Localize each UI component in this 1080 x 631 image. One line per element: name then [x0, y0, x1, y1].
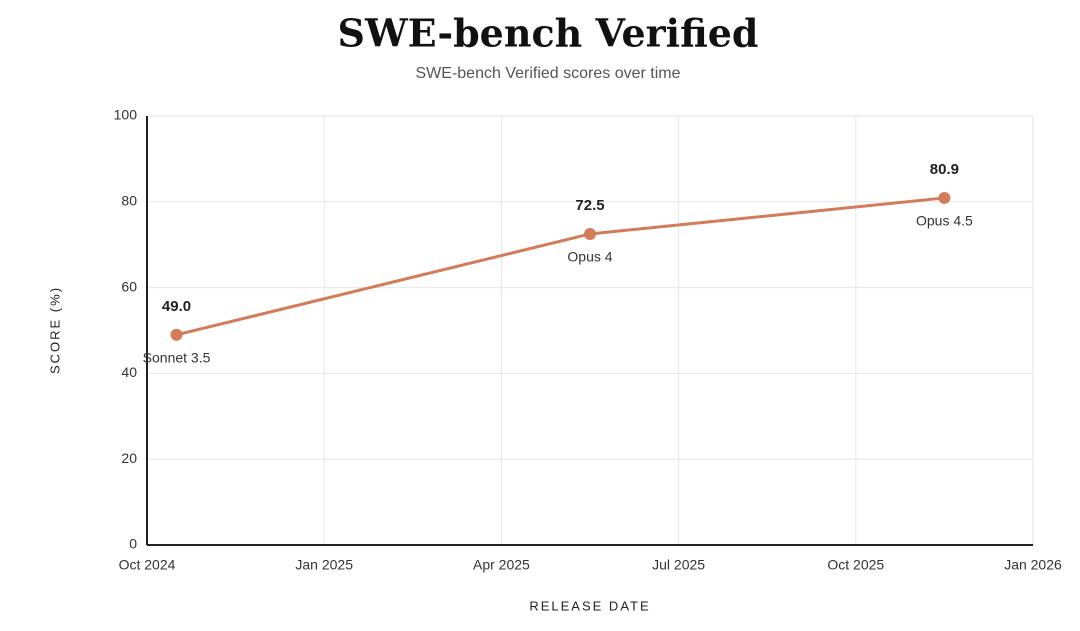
y-axis-label: SCORE (%) [47, 286, 62, 374]
value-label: 72.5 [575, 197, 604, 214]
point-label: Opus 4 [567, 249, 612, 265]
y-tick-label: 60 [121, 278, 137, 294]
point [938, 191, 951, 204]
x-tick-label: Apr 2025 [473, 557, 530, 573]
x-axis-label: RELEASE DATE [529, 598, 650, 613]
line [176, 196, 945, 337]
x-tick-label: Jan 2026 [1004, 557, 1062, 573]
y-tick-label: 100 [114, 107, 138, 123]
y-tick-label: 0 [129, 536, 137, 552]
y-tick-label: 80 [121, 193, 137, 209]
point-label: Opus 4.5 [916, 213, 973, 229]
x-tick-label: Oct 2025 [827, 557, 884, 573]
point [170, 328, 183, 341]
chart-subtitle: SWE-bench Verified scores over time [416, 65, 681, 82]
y-tick-label: 20 [121, 450, 137, 466]
value-label: 49.0 [162, 298, 191, 315]
x-tick-label: Jan 2025 [295, 557, 353, 573]
point-label: Sonnet 3.5 [143, 349, 211, 365]
chart-title: SWE-bench Verified [338, 11, 759, 56]
point [584, 227, 596, 240]
x-tick-label: Jul 2025 [652, 557, 705, 573]
x-tick-label: Oct 2024 [119, 557, 176, 573]
y-tick-label: 40 [121, 364, 137, 380]
value-label: 80.9 [930, 161, 959, 178]
